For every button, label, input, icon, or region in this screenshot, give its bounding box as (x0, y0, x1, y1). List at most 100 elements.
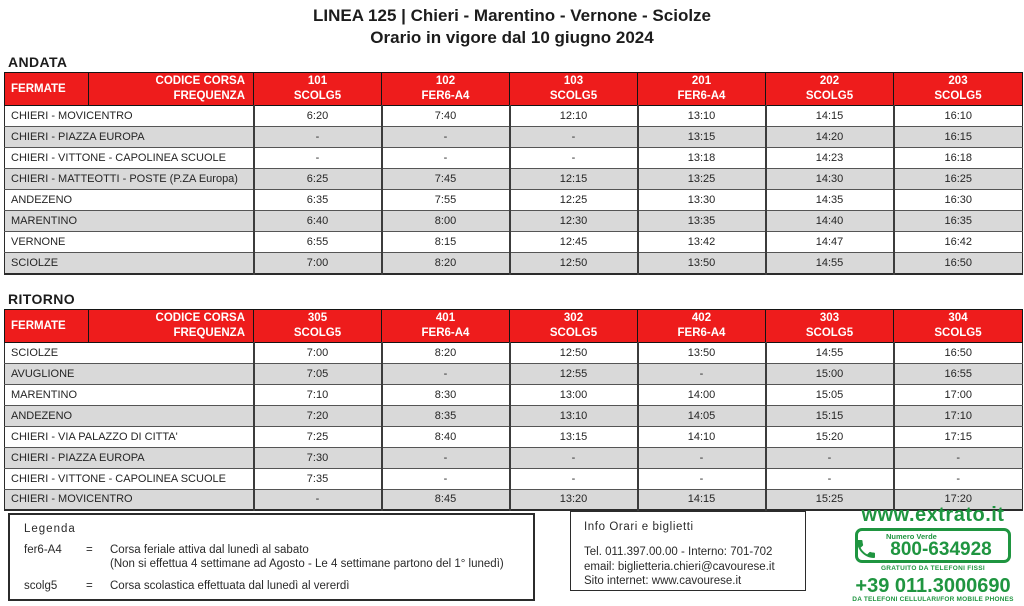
timetable-row: CHIERI - MATTEOTTI - POSTE (P.ZA Europa)… (4, 168, 1023, 190)
time-cell: 6:25 (252, 168, 382, 190)
andata-header-row: FERMATE CODICE CORSA FREQUENZA 101 SCOLG5 … (4, 72, 1023, 106)
time-cell: 13:50 (636, 341, 766, 363)
info-phone-line: Tel. 011.397.00.00 - Interno: 701-702 (584, 546, 773, 558)
timetable-row: VERNONE 6:55 8:15 12:45 13:42 14:47 16:42 (4, 231, 1023, 253)
time-cell: - (636, 446, 766, 468)
andata-col-203: 203 SCOLG5 (893, 72, 1023, 106)
time-cell: 15:20 (764, 425, 894, 447)
ritorno-section-label: RITORNO (8, 290, 76, 307)
time-cell: 7:45 (380, 168, 510, 190)
mobile-phone-note: DA TELEFONI CELLULARI/FOR MOBILE PHONES (852, 596, 1014, 603)
time-cell: 17:00 (892, 383, 1023, 405)
time-cell: 8:20 (380, 252, 510, 274)
mobile-phone-number: +39 011.3000690 (855, 575, 1011, 597)
time-cell: 6:20 (252, 105, 382, 127)
trip-code: 102 (435, 75, 456, 87)
toll-free-note: GRATUITO DA TELEFONI FISSI (880, 565, 986, 572)
time-cell: - (508, 126, 638, 148)
timetable-row: ANDEZENO 7:20 8:35 13:10 14:05 15:15 17:10 (4, 404, 1023, 426)
time-cell: 13:15 (508, 425, 638, 447)
time-cell: 13:10 (508, 404, 638, 426)
time-cell: 8:00 (380, 210, 510, 232)
time-cell: 13:15 (636, 126, 766, 148)
stop-cell: CHIERI - VITTONE - CAPOLINEA SCUOLE (4, 147, 254, 169)
andata-section-label: ANDATA (8, 54, 68, 70)
time-cell: 13:25 (636, 168, 766, 190)
stop-cell: CHIERI - PIAZZA EUROPA (4, 446, 254, 468)
trip-code: 401 (435, 311, 456, 324)
time-cell: 15:00 (764, 362, 894, 384)
codice-corsa-header: CODICE CORSA FREQUENZA (88, 308, 254, 343)
time-cell: 16:30 (892, 189, 1023, 211)
time-cell: - (508, 467, 638, 489)
time-cell: 16:15 (892, 126, 1023, 148)
codice-corsa-label: CODICE CORSA (155, 311, 245, 324)
info-email-line[interactable]: email: biglietteria.chieri@cavourese.it (584, 560, 775, 573)
numero-verde-badge: Numero Verde 800-634928 (855, 528, 1011, 563)
time-cell: 7:00 (252, 341, 382, 363)
andata-col-202: 202 SCOLG5 (765, 72, 894, 106)
stop-cell: VERNONE (4, 231, 254, 253)
time-cell: - (252, 488, 382, 510)
legend-box: Legenda fer6-A4 = Corsa feriale attiva d… (8, 513, 535, 601)
legend-description: Corsa feriale attiva dal lunedì al sabat… (110, 543, 519, 571)
legend-equals: = (86, 580, 93, 592)
time-cell: 12:30 (508, 210, 638, 232)
andata-table: FERMATE CODICE CORSA FREQUENZA 101 SCOLG5 … (4, 72, 1023, 275)
info-website-line[interactable]: Sito internet: www.cavourese.it (584, 575, 742, 587)
legend-title: Legenda (24, 523, 76, 535)
trip-code: 103 (563, 75, 584, 87)
time-cell: 7:55 (380, 189, 510, 211)
timetable-row: CHIERI - VITTONE - CAPOLINEA SCUOLE 7:35-… (4, 467, 1023, 489)
trip-frequency: SCOLG5 (805, 326, 854, 339)
timetable-row: MARENTINO 6:40 8:00 12:30 13:35 14:40 16:35 (4, 210, 1023, 232)
time-cell: - (636, 467, 766, 489)
time-cell: 13:20 (508, 488, 638, 510)
time-cell: 6:55 (252, 231, 382, 253)
time-cell: 12:45 (508, 231, 638, 253)
time-cell: 14:55 (764, 252, 894, 274)
fermate-header: FERMATE (4, 308, 89, 343)
legend-desc-line2: (Non si effettua 4 settimane ad Agosto -… (110, 558, 504, 570)
page-title: LINEA 125 | Chieri - Marentino - Vernone… (0, 0, 1024, 49)
andata-col-201: 201 FER6-A4 (637, 72, 766, 106)
andata-col-101: 101 SCOLG5 (253, 72, 382, 106)
stop-cell: CHIERI - PIAZZA EUROPA (4, 126, 254, 148)
time-cell: 14:30 (764, 168, 894, 190)
trip-frequency: FER6-A4 (421, 326, 470, 339)
time-cell: 14:20 (764, 126, 894, 148)
time-cell: - (764, 446, 894, 468)
ritorno-header-row: FERMATE CODICE CORSA FREQUENZA 305 SCOLG5 … (4, 308, 1023, 343)
time-cell: 7:40 (380, 105, 510, 127)
time-cell: 8:40 (380, 425, 510, 447)
stop-cell: CHIERI - MOVICENTRO (4, 488, 254, 510)
frequenza-label: FREQUENZA (173, 326, 245, 339)
trip-code: 402 (691, 311, 712, 324)
andata-col-102: 102 FER6-A4 (381, 72, 510, 106)
timetable-row: AVUGLIONE 7:05-12:55-15:00 16:55 (4, 362, 1023, 384)
ritorno-col-304: 304 SCOLG5 (893, 308, 1023, 343)
trip-frequency: SCOLG5 (549, 90, 598, 102)
time-cell: 8:15 (380, 231, 510, 253)
trip-code: 203 (948, 75, 968, 87)
time-cell: 16:50 (892, 341, 1023, 363)
time-cell: 13:30 (636, 189, 766, 211)
time-cell: - (252, 147, 382, 169)
time-cell: 7:30 (252, 446, 382, 468)
time-cell: 14:00 (636, 383, 766, 405)
timetable-row: CHIERI - VIA PALAZZO DI CITTA' 7:25 8:40 13… (4, 425, 1023, 447)
time-cell: - (380, 126, 510, 148)
trip-frequency: SCOLG5 (293, 90, 342, 102)
time-cell: 16:35 (892, 210, 1023, 232)
trip-frequency: SCOLG5 (293, 326, 342, 339)
extrato-url-link[interactable]: www.extrato.it (861, 504, 1005, 526)
time-cell: - (636, 362, 766, 384)
time-cell: 13:42 (636, 231, 766, 253)
time-cell: 16:42 (892, 231, 1023, 253)
time-cell: - (380, 467, 510, 489)
time-cell: 7:20 (252, 404, 382, 426)
time-cell: 14:10 (636, 425, 766, 447)
trip-code: 304 (948, 311, 968, 324)
ritorno-col-303: 303 SCOLG5 (765, 308, 894, 343)
stop-cell: MARENTINO (4, 210, 254, 232)
